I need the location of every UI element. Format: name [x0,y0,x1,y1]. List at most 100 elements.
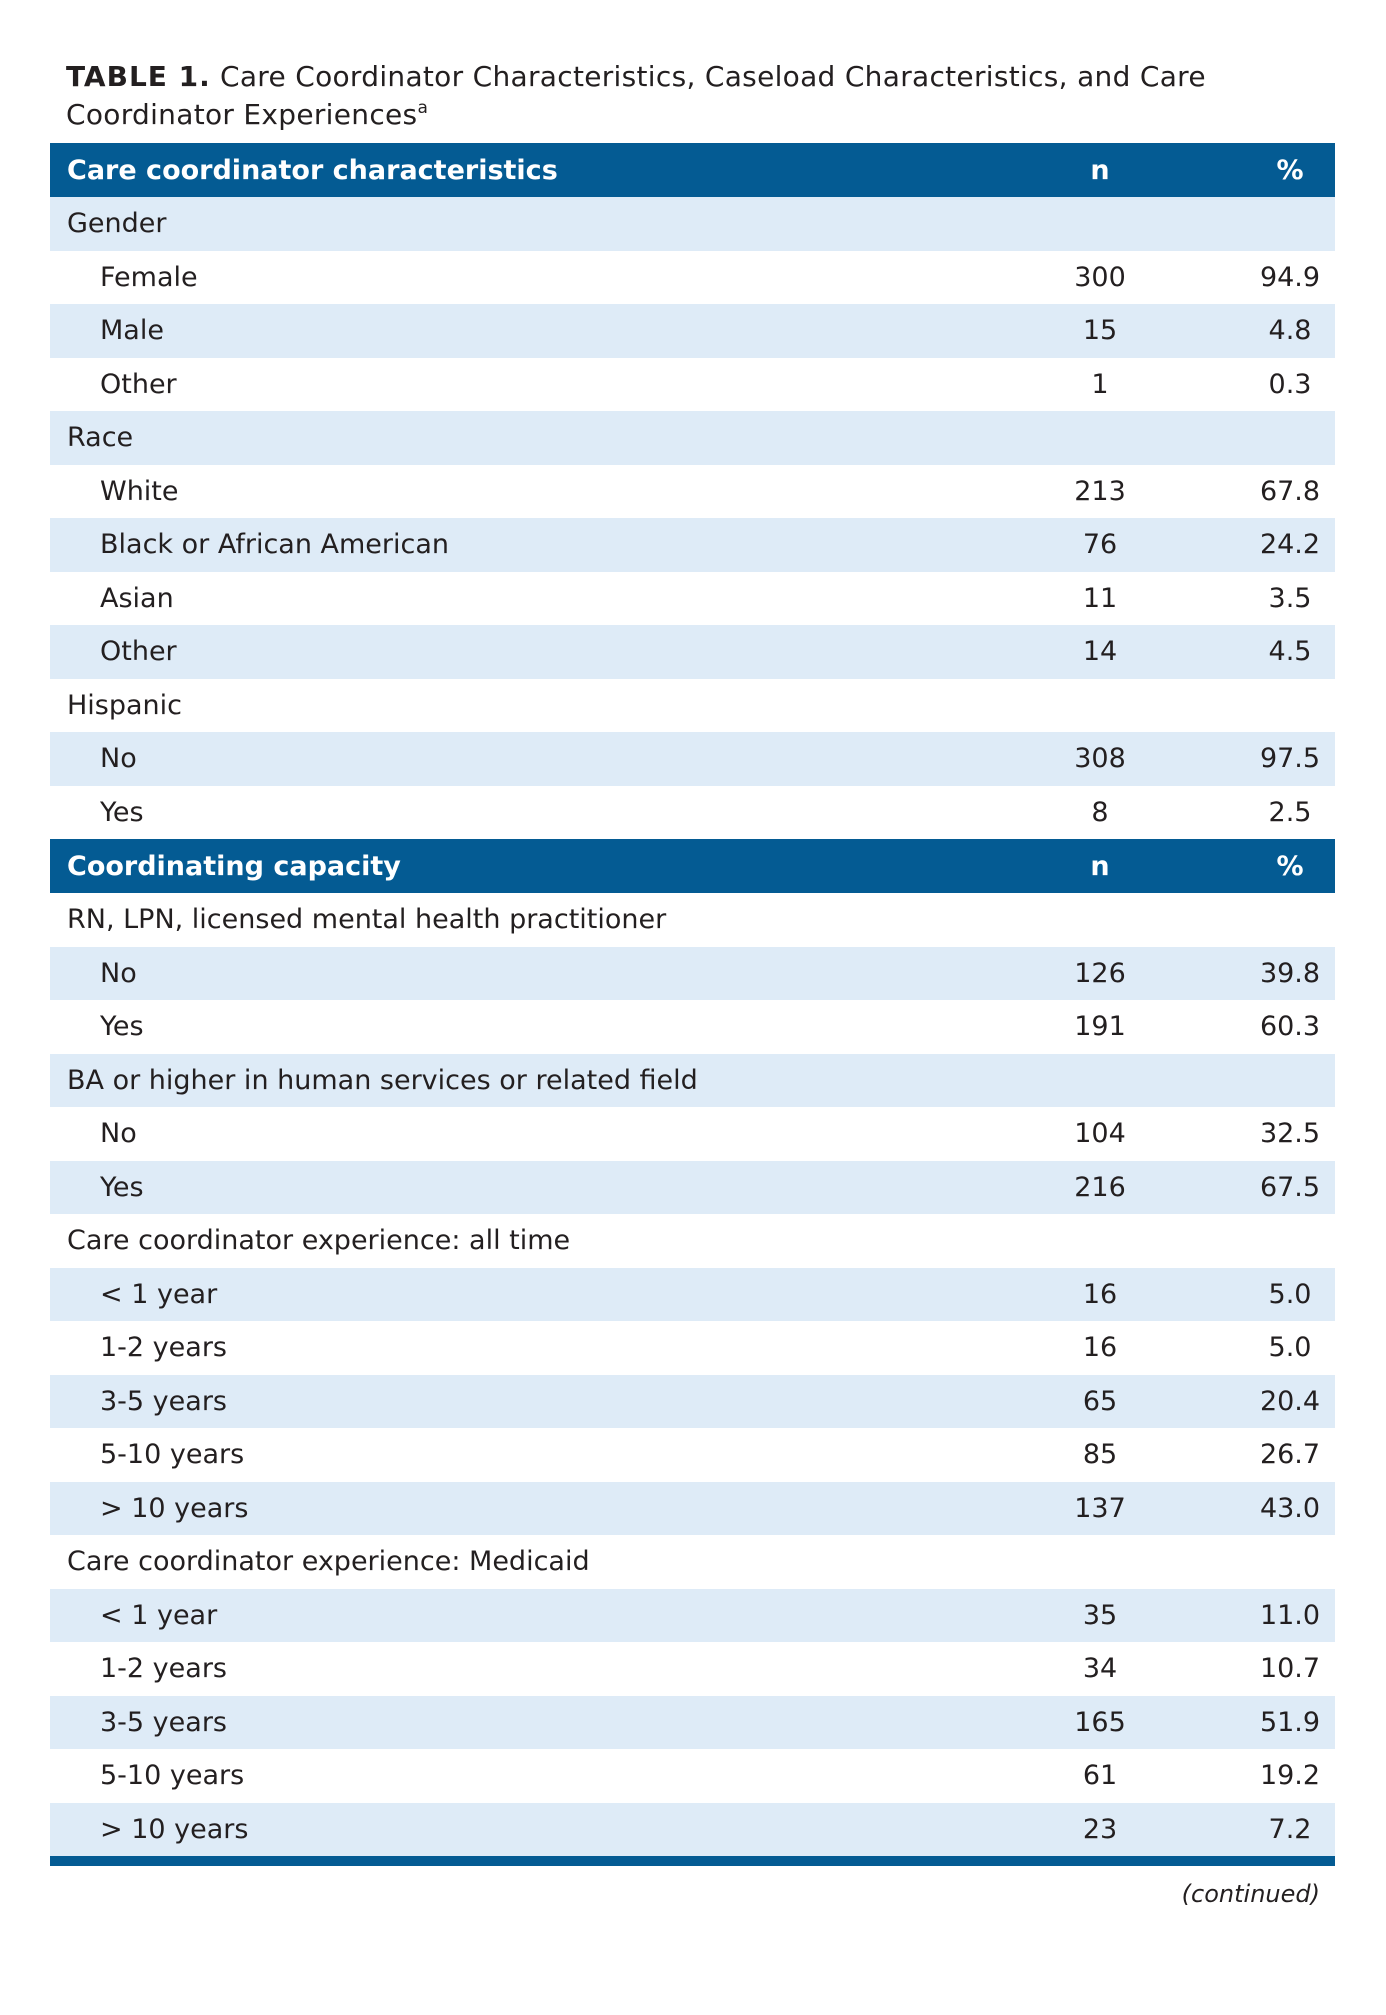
cell-n: 308 [1074,743,1126,775]
row-label: 5-10 years [100,1760,245,1792]
table-row: 5-10 years 85 26.7 [50,1428,1335,1482]
table-row: 1-2 years 34 10.7 [50,1642,1335,1696]
cell-n: 191 [1074,1011,1126,1043]
cell-percent: 32.5 [1259,1118,1321,1150]
row-label: 3-5 years [100,1706,227,1738]
table-row: < 1 year 16 5.0 [50,1267,1335,1321]
cell-percent: 26.7 [1259,1439,1321,1471]
table-row: Male 15 4.8 [50,304,1335,358]
cell-n: 8 [1091,796,1109,828]
row-label: 1-2 years [100,1653,227,1685]
table-caption-label: TABLE 1. [66,60,211,93]
cell-percent: 39.8 [1259,957,1321,989]
row-label: Hispanic [67,689,183,721]
table-caption-text: Care Coordinator Characteristics, Caselo… [66,60,1206,131]
table-row: Female 300 94.9 [50,250,1335,304]
row-label: 5-10 years [100,1439,245,1471]
row-label: No [100,743,137,775]
table-row: < 1 year 35 11.0 [50,1588,1335,1642]
row-label: No [100,1118,137,1150]
table-section-header: Coordinating capacity n% [50,839,1335,893]
row-label: Female [100,261,198,293]
cell-percent: 11.0 [1259,1599,1321,1631]
cell-n: 216 [1074,1171,1126,1203]
cell-n: 16 [1082,1278,1118,1310]
column-header-percent: % [1276,154,1304,186]
table-row: No 126 39.8 [50,946,1335,1000]
cell-n: 165 [1074,1706,1126,1738]
row-label: < 1 year [100,1278,218,1310]
cell-percent: 67.5 [1259,1171,1321,1203]
cell-n: 35 [1082,1599,1118,1631]
cell-n: 65 [1082,1385,1118,1417]
table-row: Yes 191 60.3 [50,1000,1335,1054]
section-title: Care coordinator characteristics [67,154,558,186]
cell-n: 1 [1091,368,1109,400]
column-header-n: n [1090,154,1110,186]
cell-percent: 3.5 [1268,582,1312,614]
cell-percent: 43.0 [1259,1492,1321,1524]
cell-n: 11 [1082,582,1118,614]
table-row: Asian 11 3.5 [50,571,1335,625]
section-title: Coordinating capacity [67,850,401,882]
cell-n: 16 [1082,1332,1118,1364]
table-row: Other 14 4.5 [50,625,1335,679]
cell-n: 104 [1074,1118,1126,1150]
table-group-row: Race [50,411,1335,465]
row-label: Asian [100,582,174,614]
cell-percent: 20.4 [1259,1385,1321,1417]
table-group-row: RN, LPN, licensed mental health practiti… [50,893,1335,947]
column-header-percent: % [1276,850,1304,882]
cell-n: 300 [1074,261,1126,293]
cell-percent: 94.9 [1259,261,1321,293]
table-group-row: Gender [50,197,1335,251]
cell-n: 34 [1082,1653,1118,1685]
table-row: Yes 216 67.5 [50,1160,1335,1214]
cell-n: 76 [1082,529,1118,561]
cell-n: 126 [1074,957,1126,989]
table-row: > 10 years 137 43.0 [50,1481,1335,1535]
table-row: > 10 years 23 7.2 [50,1802,1335,1856]
cell-n: 15 [1082,315,1118,347]
cell-percent: 67.8 [1259,475,1321,507]
cell-percent: 0.3 [1268,368,1312,400]
table-group-row: Care coordinator experience: Medicaid [50,1535,1335,1589]
cell-percent: 10.7 [1259,1653,1321,1685]
table-row: No 104 32.5 [50,1107,1335,1161]
cell-n: 213 [1074,475,1126,507]
table-group-row: Hispanic [50,678,1335,732]
cell-percent: 24.2 [1259,529,1321,561]
row-label: > 10 years [100,1492,249,1524]
cell-percent: 60.3 [1259,1011,1321,1043]
row-label: Care coordinator experience: Medicaid [67,1546,590,1578]
table-row: White 213 67.8 [50,464,1335,518]
row-label: < 1 year [100,1599,218,1631]
table-row: Other 1 0.3 [50,357,1335,411]
row-label: Gender [67,208,167,240]
table-row: 5-10 years 61 19.2 [50,1749,1335,1803]
row-label: 1-2 years [100,1332,227,1364]
row-label: White [100,475,179,507]
cell-n: 14 [1082,636,1118,668]
cell-percent: 51.9 [1259,1706,1321,1738]
cell-percent: 2.5 [1268,796,1312,828]
row-label: Yes [100,1171,144,1203]
row-label: BA or higher in human services or relate… [67,1064,698,1096]
row-label: RN, LPN, licensed mental health practiti… [67,904,667,936]
table-group-row: BA or higher in human services or relate… [50,1053,1335,1107]
table-group-row: Care coordinator experience: all time [50,1214,1335,1268]
row-label: 3-5 years [100,1385,227,1417]
table-section-header: Care coordinator characteristics n% [50,143,1335,197]
cell-n: 61 [1082,1760,1118,1792]
cell-n: 137 [1074,1492,1126,1524]
column-header-n: n [1090,850,1110,882]
characteristics-table: Care coordinator characteristics n% Gender… [50,143,1335,1866]
table-row: Black or African American 76 24.2 [50,518,1335,572]
table-row: 1-2 years 16 5.0 [50,1321,1335,1375]
cell-percent: 4.8 [1268,315,1312,347]
cell-percent: 19.2 [1259,1760,1321,1792]
row-label: Race [67,422,134,454]
continued-note: (continued) [1181,1880,1320,1908]
row-label: Yes [100,1011,144,1043]
table-caption: TABLE 1. Care Coordinator Characteristic… [66,58,1266,134]
